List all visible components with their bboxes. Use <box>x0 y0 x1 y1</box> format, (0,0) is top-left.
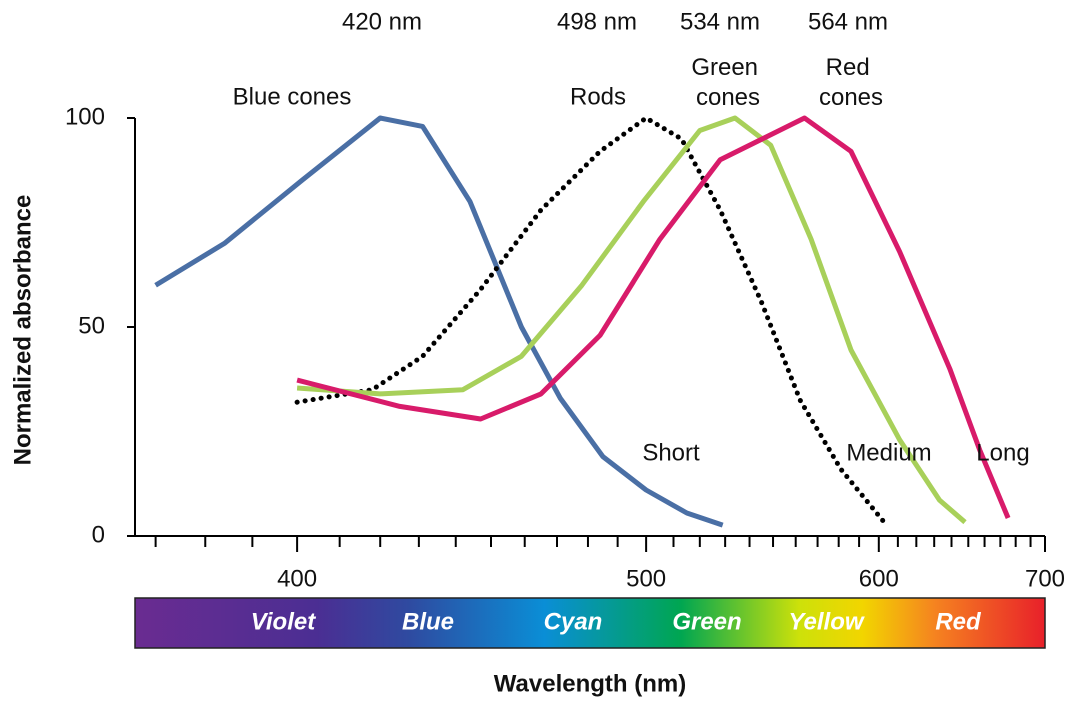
series-line <box>296 115 1011 519</box>
x-tick-label: 700 <box>1025 565 1065 592</box>
series-label: Blue cones <box>233 83 352 110</box>
end-label: Long <box>976 439 1029 466</box>
y-axis-title: Normalized absorbance <box>9 195 36 466</box>
spectrum-label: Cyan <box>544 608 603 635</box>
peak-label: 420 nm <box>342 8 422 35</box>
spectrum-label: Red <box>935 608 982 635</box>
y-tick-label: 100 <box>65 103 105 130</box>
series-label: Rods <box>570 83 626 110</box>
series-label: Red cones <box>819 54 883 111</box>
x-tick-label: 400 <box>277 565 317 592</box>
y-tick-label: 0 <box>92 521 105 548</box>
x-axis-title: Wavelength (nm) <box>494 670 686 697</box>
peak-label: 534 nm <box>680 8 760 35</box>
spectrum-bar <box>134 597 1046 649</box>
peak-label: 498 nm <box>557 8 637 35</box>
end-label: Short <box>642 439 700 466</box>
series-line <box>294 115 889 528</box>
series-line <box>154 115 724 528</box>
spectrum-label: Blue <box>402 608 454 635</box>
x-tick-label: 600 <box>859 565 899 592</box>
spectrum-label: Yellow <box>788 608 864 635</box>
series-line <box>296 115 967 525</box>
x-tick-label: 500 <box>626 565 666 592</box>
spectrum-label: Violet <box>251 608 316 635</box>
spectrum-label: Green <box>672 608 741 635</box>
peak-label: 564 nm <box>808 8 888 35</box>
y-tick-label: 50 <box>78 312 105 339</box>
series-label: Green cones <box>691 54 764 111</box>
end-label: Medium <box>846 439 931 466</box>
